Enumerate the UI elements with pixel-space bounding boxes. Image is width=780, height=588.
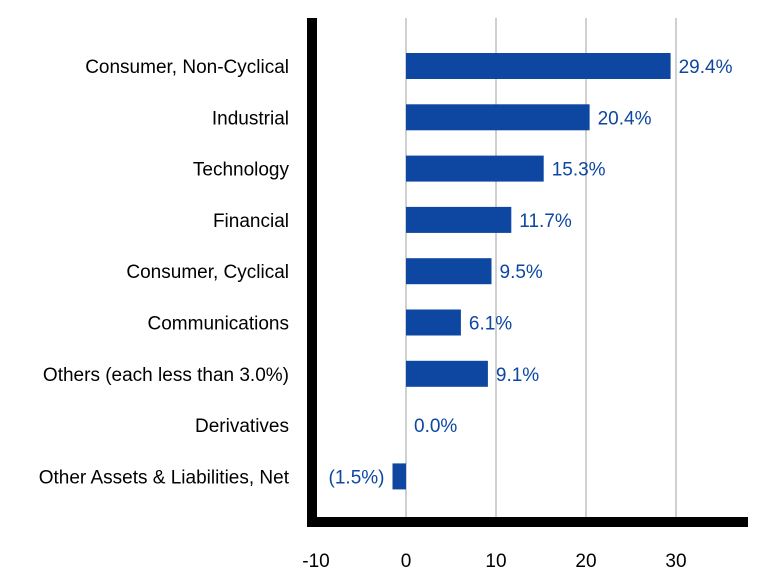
axes — [307, 18, 748, 527]
bar-2 — [406, 155, 544, 182]
bars — [392, 53, 671, 490]
data-label-0: 29.4% — [679, 57, 733, 78]
data-labels: 29.4% 20.4% 15.3% 11.7% 9.5% 6.1% 9.1% 0.0% (1.5… — [329, 57, 733, 488]
bar-8 — [392, 463, 406, 490]
x-tick-label-3: 20 — [575, 551, 596, 572]
data-label-6: 9.1% — [496, 365, 539, 386]
category-label-6: Others (each less than 3.0%) — [43, 365, 289, 386]
data-label-1: 20.4% — [598, 108, 652, 129]
bar-6 — [406, 360, 488, 387]
category-label-0: Consumer, Non-Cyclical — [85, 57, 289, 78]
x-tick-label-0: -10 — [302, 551, 329, 572]
data-label-2: 15.3% — [552, 160, 606, 181]
category-label-3: Financial — [213, 211, 289, 232]
category-label-1: Industrial — [212, 108, 289, 129]
data-label-4: 9.5% — [500, 262, 543, 283]
bar-3 — [406, 206, 512, 233]
category-labels: Consumer, Non-Cyclical Industrial Technolo… — [39, 57, 290, 488]
category-label-7: Derivatives — [195, 416, 289, 437]
category-label-5: Communications — [148, 314, 290, 335]
data-label-3: 11.7% — [519, 211, 572, 232]
x-tick-label-4: 30 — [665, 551, 686, 572]
data-label-7: 0.0% — [414, 416, 457, 437]
x-tick-labels: -10 0 10 20 30 — [302, 551, 686, 572]
x-tick-label-2: 10 — [485, 551, 506, 572]
bar-4 — [406, 258, 492, 285]
category-label-2: Technology — [193, 160, 290, 181]
bar-0 — [406, 53, 671, 79]
category-label-8: Other Assets & Liabilities, Net — [39, 467, 290, 488]
x-axis-line — [307, 517, 748, 527]
category-label-4: Consumer, Cyclical — [126, 262, 289, 283]
x-tick-label-1: 0 — [401, 551, 412, 572]
bar-1 — [406, 104, 590, 131]
data-label-5: 6.1% — [469, 314, 512, 335]
y-axis-line — [307, 18, 317, 527]
data-label-8: (1.5%) — [329, 467, 385, 488]
bar-5 — [406, 309, 461, 336]
